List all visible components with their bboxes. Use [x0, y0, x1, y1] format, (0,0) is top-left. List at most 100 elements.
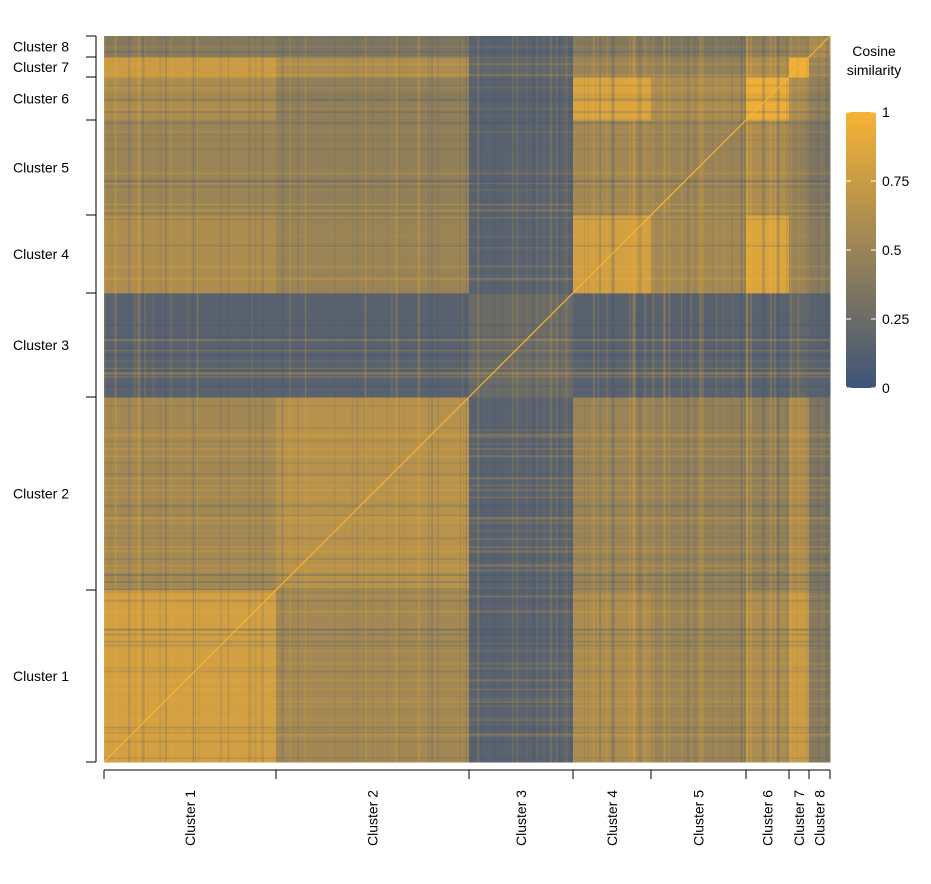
texture-stripe: [219, 36, 222, 762]
texture-stripe: [104, 338, 830, 342]
heatmap-block-7-1: [104, 57, 277, 78]
texture-stripe: [114, 36, 117, 762]
texture-stripe: [104, 36, 106, 762]
heatmap-block-1-7: [789, 590, 810, 763]
texture-stripe: [104, 324, 830, 327]
texture-stripe: [762, 36, 764, 762]
heatmap-block-8-4: [573, 36, 652, 58]
heatmap-block-8-6: [746, 36, 790, 58]
texture-stripe: [134, 36, 137, 762]
texture-stripe: [104, 213, 830, 215]
texture-stripe: [141, 36, 144, 762]
texture-stripe: [297, 36, 299, 762]
heatmap-block-1-2: [276, 590, 470, 763]
texture-stripe: [261, 36, 264, 762]
texture-stripe: [597, 36, 600, 762]
texture-stripe: [104, 265, 830, 268]
texture-stripe: [104, 574, 830, 577]
texture-stripe: [731, 36, 734, 762]
texture-stripe: [104, 209, 830, 212]
texture-stripe: [104, 628, 830, 631]
texture-stripe: [104, 740, 830, 743]
x-axis: Cluster 1 Cluster 2 Cluster 3 Cluster 4 Clus…: [103, 769, 831, 846]
texture-stripe: [104, 186, 830, 188]
texture-stripe: [404, 36, 406, 762]
texture-stripe: [104, 705, 830, 707]
texture-stripe: [430, 36, 434, 762]
texture-stripe: [746, 36, 749, 762]
x-tick-label: Cluster 1: [182, 790, 198, 846]
texture-stripe: [104, 84, 830, 87]
texture-stripe: [250, 36, 252, 762]
texture-stripe: [104, 717, 830, 719]
texture-stripe: [192, 36, 194, 762]
texture-stripe: [583, 36, 585, 762]
texture-stripe: [631, 36, 635, 762]
heatmap-block-1-5: [651, 590, 747, 763]
texture-stripe: [711, 36, 714, 762]
texture-stripe: [104, 108, 830, 110]
x-tick-label: Cluster 8: [812, 790, 828, 846]
texture-stripe: [561, 36, 564, 762]
texture-stripe: [104, 56, 830, 58]
texture-stripe: [247, 36, 250, 762]
texture-stripe: [104, 278, 830, 281]
texture-stripe: [104, 670, 830, 673]
texture-stripe: [776, 36, 779, 762]
texture-stripe: [664, 36, 666, 762]
texture-stripe: [694, 36, 697, 762]
texture-stripe: [516, 36, 519, 762]
y-tick-label: Cluster 1: [13, 668, 69, 684]
texture-stripe: [398, 36, 401, 762]
heatmap-block-1-8: [809, 590, 831, 763]
heatmap-block-7-2: [276, 57, 470, 78]
texture-stripe: [128, 36, 131, 762]
texture-stripe: [740, 36, 742, 762]
texture-stripe: [417, 36, 420, 762]
texture-stripe: [251, 36, 253, 762]
texture-stripe: [104, 372, 830, 375]
texture-stripe: [104, 633, 830, 636]
texture-stripe: [104, 599, 830, 602]
heatmap-block-2-5: [651, 397, 747, 591]
heatmap-block-3-2: [276, 293, 470, 398]
texture-stripe: [562, 36, 565, 762]
texture-stripe: [104, 375, 830, 378]
heatmap-block-6-4: [573, 77, 652, 121]
texture-stripe: [680, 36, 683, 762]
heatmap-block-4-6: [746, 215, 790, 294]
legend-tick-label: 0.25: [882, 311, 909, 327]
texture-stripe: [104, 180, 830, 183]
texture-stripe: [536, 36, 538, 762]
legend-title-line2: similarity: [847, 62, 901, 78]
texture-stripe: [652, 36, 655, 762]
texture-stripe: [104, 496, 830, 499]
texture-stripe: [152, 36, 155, 762]
texture-stripe: [187, 36, 190, 762]
texture-stripe: [397, 36, 399, 762]
texture-stripe: [192, 36, 194, 762]
heatmap-block-3-7: [789, 293, 810, 398]
texture-stripe: [104, 172, 830, 175]
texture-stripe: [104, 100, 830, 102]
heatmap-block-3-5: [651, 293, 747, 398]
texture-stripe: [104, 679, 830, 682]
texture-stripe: [104, 462, 830, 464]
texture-stripe: [774, 36, 777, 762]
texture-stripe: [763, 36, 766, 762]
texture-stripe: [104, 700, 830, 703]
texture-stripe: [511, 36, 514, 762]
texture-stripe: [304, 36, 307, 762]
texture-stripe: [744, 36, 746, 762]
texture-stripe: [104, 733, 830, 736]
texture-stripe: [104, 588, 830, 590]
texture-stripe: [104, 667, 830, 670]
texture-stripe: [104, 595, 830, 598]
texture-stripe: [104, 97, 830, 100]
texture-stripe: [827, 36, 830, 762]
texture-stripe: [740, 36, 743, 762]
texture-stripe: [477, 36, 480, 762]
texture-stripe: [104, 367, 830, 370]
texture-stripe: [104, 757, 830, 760]
texture-stripe: [104, 640, 830, 643]
